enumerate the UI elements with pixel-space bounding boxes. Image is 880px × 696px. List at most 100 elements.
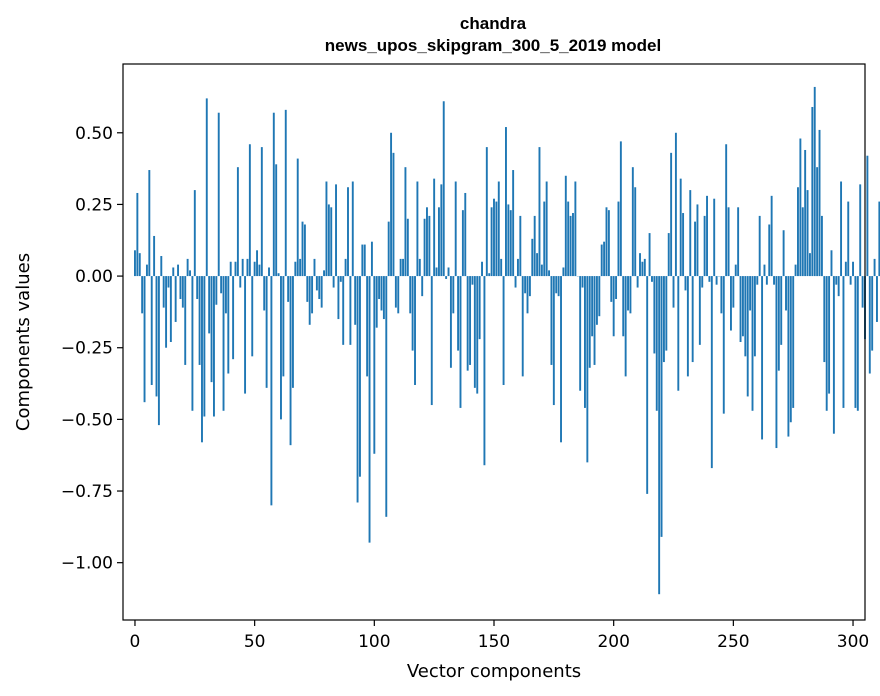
bar-241 bbox=[710, 276, 713, 469]
bar-193 bbox=[595, 276, 598, 325]
bar-286 bbox=[818, 129, 821, 277]
bar-175 bbox=[552, 276, 555, 406]
bar-296 bbox=[842, 276, 845, 408]
bar-290 bbox=[828, 276, 831, 394]
bar-8 bbox=[153, 235, 156, 277]
bar-44 bbox=[239, 276, 242, 288]
bar-171 bbox=[543, 201, 546, 277]
bar-70 bbox=[301, 221, 304, 277]
bar-273 bbox=[787, 276, 790, 437]
bar-127 bbox=[437, 207, 440, 277]
bar-102 bbox=[378, 276, 381, 300]
bar-103 bbox=[380, 276, 383, 311]
bar-291 bbox=[830, 250, 833, 277]
bar-150 bbox=[493, 198, 495, 277]
bar-189 bbox=[586, 276, 589, 463]
bar-271 bbox=[782, 230, 785, 277]
bar-43 bbox=[236, 167, 239, 277]
bar-277 bbox=[797, 187, 799, 277]
bar-74 bbox=[311, 276, 314, 314]
x-tick-label: 300 bbox=[837, 632, 869, 652]
bar-177 bbox=[557, 276, 560, 297]
bar-56 bbox=[268, 267, 270, 277]
bar-82 bbox=[330, 207, 333, 277]
bar-18 bbox=[177, 264, 179, 277]
bar-108 bbox=[392, 152, 395, 277]
bar-197 bbox=[605, 207, 608, 277]
bar-265 bbox=[768, 224, 771, 277]
bar-196 bbox=[603, 241, 606, 277]
bar-213 bbox=[643, 258, 646, 277]
bar-245 bbox=[720, 276, 723, 314]
bar-15 bbox=[169, 276, 172, 342]
bar-182 bbox=[569, 215, 572, 277]
bar-0 bbox=[134, 250, 136, 277]
bar-36 bbox=[220, 276, 223, 294]
bar-142 bbox=[473, 276, 476, 388]
bar-162 bbox=[521, 276, 524, 377]
bars bbox=[134, 86, 880, 595]
bar-125 bbox=[433, 178, 436, 277]
bar-181 bbox=[567, 201, 570, 277]
bar-14 bbox=[167, 276, 170, 288]
bar-194 bbox=[598, 276, 601, 317]
bar-115 bbox=[409, 276, 412, 314]
bar-284 bbox=[813, 86, 816, 277]
bar-92 bbox=[354, 276, 357, 325]
bar-288 bbox=[823, 276, 826, 363]
bar-179 bbox=[562, 267, 565, 277]
y-tick-label: 0.00 bbox=[75, 267, 113, 287]
bar-276 bbox=[794, 264, 797, 277]
bar-2 bbox=[138, 253, 141, 277]
bar-304 bbox=[861, 276, 864, 308]
bar-249 bbox=[730, 276, 732, 331]
bar-255 bbox=[744, 276, 747, 357]
bar-152 bbox=[497, 181, 500, 277]
bar-169 bbox=[538, 147, 541, 277]
bar-227 bbox=[677, 276, 680, 391]
bar-272 bbox=[785, 276, 787, 311]
bar-16 bbox=[172, 267, 175, 277]
bar-99 bbox=[370, 241, 373, 277]
bar-96 bbox=[363, 244, 366, 277]
chart-subtitle: news_upos_skipgram_300_5_2019 model bbox=[325, 36, 661, 55]
bar-117 bbox=[414, 276, 416, 385]
bar-167 bbox=[533, 215, 536, 277]
bar-309 bbox=[873, 258, 876, 277]
bar-254 bbox=[741, 276, 744, 337]
bar-51 bbox=[256, 250, 258, 277]
bar-97 bbox=[366, 276, 369, 377]
bar-292 bbox=[832, 276, 835, 434]
bar-283 bbox=[811, 106, 814, 277]
bar-186 bbox=[579, 276, 582, 391]
bar-114 bbox=[406, 218, 409, 277]
bar-223 bbox=[667, 233, 670, 277]
bar-7 bbox=[150, 276, 153, 385]
bar-13 bbox=[165, 276, 168, 348]
bar-110 bbox=[397, 276, 400, 314]
bar-233 bbox=[691, 276, 694, 363]
bar-219 bbox=[658, 276, 661, 595]
bar-270 bbox=[780, 276, 783, 345]
bar-153 bbox=[500, 258, 503, 277]
bar-31 bbox=[208, 276, 211, 334]
bar-262 bbox=[761, 276, 764, 440]
bar-299 bbox=[849, 276, 852, 285]
bar-220 bbox=[660, 276, 663, 537]
bar-261 bbox=[758, 215, 761, 277]
bar-173 bbox=[548, 270, 550, 277]
bar-156 bbox=[507, 204, 510, 277]
bar-215 bbox=[648, 233, 651, 277]
bar-69 bbox=[299, 258, 302, 277]
bar-307 bbox=[868, 276, 871, 374]
bar-40 bbox=[229, 261, 232, 277]
bar-81 bbox=[327, 204, 330, 277]
bar-61 bbox=[280, 276, 282, 420]
bar-88 bbox=[344, 258, 347, 277]
bar-238 bbox=[703, 215, 706, 277]
bar-239 bbox=[706, 195, 708, 277]
bar-65 bbox=[289, 276, 292, 446]
bar-30 bbox=[205, 98, 208, 277]
bar-235 bbox=[696, 204, 699, 277]
bar-240 bbox=[708, 276, 711, 282]
